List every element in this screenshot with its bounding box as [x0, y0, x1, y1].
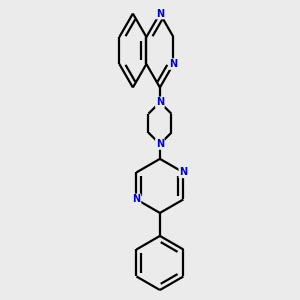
- Text: N: N: [156, 139, 164, 149]
- Text: N: N: [156, 97, 164, 107]
- Text: N: N: [169, 59, 178, 69]
- Text: N: N: [156, 9, 164, 19]
- Text: N: N: [132, 194, 141, 204]
- Text: N: N: [179, 167, 188, 177]
